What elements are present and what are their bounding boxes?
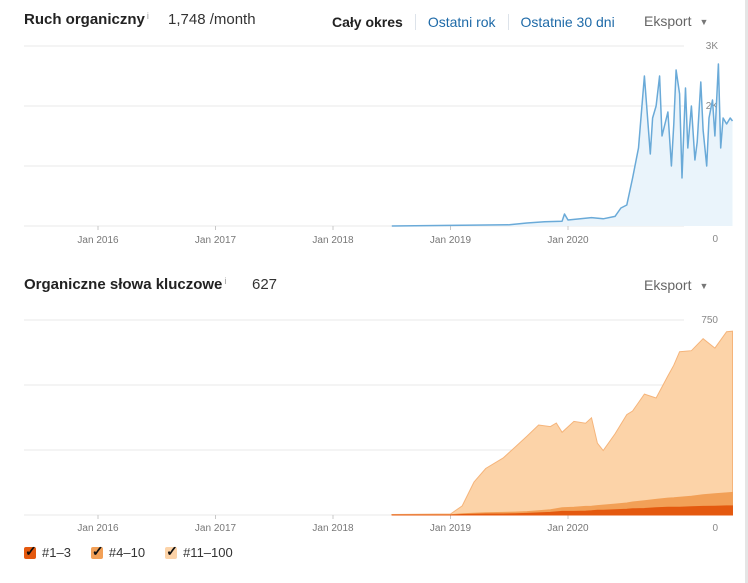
- y-tick-label: 3K: [706, 41, 719, 52]
- keywords-value: 627: [252, 276, 278, 293]
- x-tick-label: Jan 2020: [547, 235, 589, 246]
- x-tick-label: Jan 2019: [430, 523, 472, 534]
- filter-last-year[interactable]: Ostatni rok: [414, 14, 508, 30]
- filter-last-30-days[interactable]: Ostatnie 30 dni: [507, 14, 627, 30]
- checkbox-checked-icon[interactable]: [90, 543, 104, 560]
- date-range-filters: Cały okres Ostatni rok Ostatnie 30 dni: [320, 12, 627, 32]
- keywords-export-label: Eksport: [644, 277, 692, 293]
- traffic-value: 1,748 /month: [168, 11, 256, 28]
- x-tick-label: Jan 2016: [77, 235, 119, 246]
- traffic-area: [391, 64, 733, 226]
- caret-down-icon: ▼: [699, 281, 709, 291]
- traffic-line: [391, 63, 734, 227]
- legend-item-top3[interactable]: #1–3: [24, 543, 71, 560]
- traffic-title: Ruch organiczny i: [24, 11, 149, 28]
- legend-label: #11–100: [183, 545, 233, 560]
- keywords-export-button[interactable]: Eksport ▼: [644, 277, 708, 293]
- x-tick-label: Jan 2017: [195, 523, 237, 534]
- traffic-export-button[interactable]: Eksport ▼: [644, 13, 708, 29]
- traffic-export-label: Eksport: [644, 13, 692, 29]
- x-tick-label: Jan 2019: [430, 235, 472, 246]
- traffic-title-text: Ruch organiczny: [24, 11, 145, 28]
- keywords-legend: #1–3 #4–10 #11–100: [24, 543, 253, 560]
- filter-all-time[interactable]: Cały okres: [332, 14, 403, 30]
- keywords-area-2: [391, 330, 733, 516]
- keywords-area-0: [391, 505, 733, 516]
- traffic-info-icon[interactable]: i: [146, 11, 149, 21]
- checkbox-checked-icon[interactable]: [165, 543, 178, 560]
- x-tick-label: Jan 2016: [77, 523, 119, 534]
- legend-item-4-10[interactable]: #4–10: [90, 543, 146, 560]
- x-tick-label: Jan 2018: [312, 523, 354, 534]
- y-tick-label: 750: [701, 315, 718, 326]
- y-tick-label: 0: [712, 234, 718, 245]
- scrollbar-edge: [745, 0, 748, 583]
- keywords-title: Organiczne słowa kluczowe i: [24, 276, 226, 293]
- legend-label: #1–3: [42, 545, 71, 560]
- keywords-info-icon[interactable]: i: [224, 276, 227, 286]
- x-tick-label: Jan 2020: [547, 523, 589, 534]
- caret-down-icon: ▼: [699, 17, 709, 27]
- legend-item-11-100[interactable]: #11–100: [165, 543, 233, 560]
- x-tick-label: Jan 2018: [312, 235, 354, 246]
- x-tick-label: Jan 2017: [195, 235, 237, 246]
- keywords-title-text: Organiczne słowa kluczowe: [24, 276, 223, 293]
- y-tick-label: 0: [712, 523, 718, 534]
- checkbox-checked-icon[interactable]: [24, 543, 37, 560]
- legend-label: #4–10: [108, 545, 146, 560]
